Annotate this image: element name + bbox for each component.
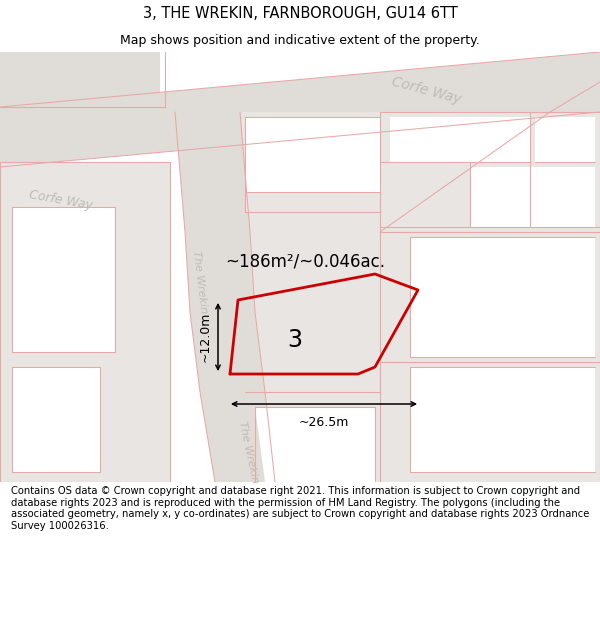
Polygon shape <box>380 232 600 362</box>
Polygon shape <box>380 362 600 482</box>
Polygon shape <box>0 357 115 482</box>
Text: Corfe Way: Corfe Way <box>28 188 94 212</box>
Polygon shape <box>0 52 160 107</box>
Polygon shape <box>245 392 380 482</box>
Polygon shape <box>470 167 595 227</box>
Polygon shape <box>410 237 595 357</box>
Text: ~26.5m: ~26.5m <box>299 416 349 429</box>
Text: Map shows position and indicative extent of the property.: Map shows position and indicative extent… <box>120 34 480 47</box>
Polygon shape <box>410 367 595 472</box>
Polygon shape <box>0 52 600 167</box>
Polygon shape <box>0 162 170 482</box>
Polygon shape <box>245 192 380 212</box>
Polygon shape <box>380 112 600 232</box>
Polygon shape <box>245 117 380 192</box>
Polygon shape <box>12 207 115 352</box>
Text: The Wrekin: The Wrekin <box>236 420 259 484</box>
Polygon shape <box>175 112 275 482</box>
Text: The Wrekin: The Wrekin <box>191 250 209 314</box>
Polygon shape <box>255 407 375 482</box>
Text: Corfe Way: Corfe Way <box>390 74 463 106</box>
Text: Contains OS data © Crown copyright and database right 2021. This information is : Contains OS data © Crown copyright and d… <box>11 486 589 531</box>
Text: 3: 3 <box>287 328 302 352</box>
Polygon shape <box>535 117 595 162</box>
Polygon shape <box>390 117 530 162</box>
Polygon shape <box>12 367 100 472</box>
Text: ~12.0m: ~12.0m <box>199 312 212 362</box>
Polygon shape <box>240 112 600 482</box>
Text: ~186m²/~0.046ac.: ~186m²/~0.046ac. <box>225 253 385 271</box>
Text: 3, THE WREKIN, FARNBOROUGH, GU14 6TT: 3, THE WREKIN, FARNBOROUGH, GU14 6TT <box>143 6 457 21</box>
